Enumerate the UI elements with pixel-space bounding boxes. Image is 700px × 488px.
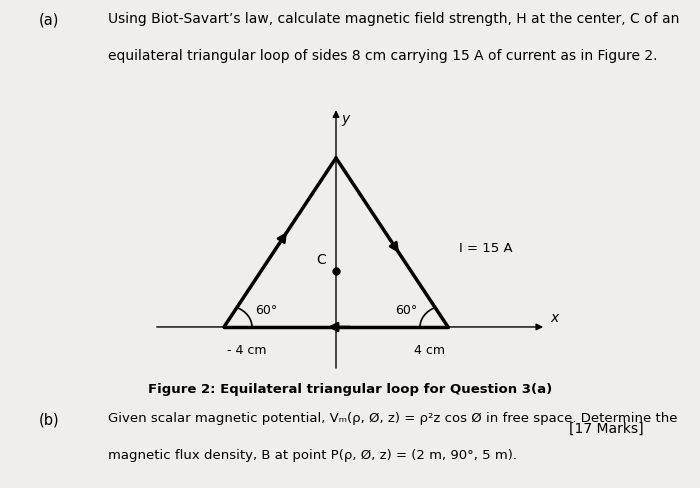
Text: Figure 2: Equilateral triangular loop for Question 3(a): Figure 2: Equilateral triangular loop fo…	[148, 383, 552, 396]
Text: y: y	[342, 112, 350, 126]
Text: x: x	[550, 310, 559, 325]
Text: - 4 cm: - 4 cm	[227, 344, 266, 357]
Text: (b): (b)	[38, 412, 59, 427]
Text: [17 Marks]: [17 Marks]	[569, 422, 644, 436]
Text: 60°: 60°	[255, 304, 277, 317]
Text: Given scalar magnetic potential, Vₘ(ρ, Ø, z) = ρ²z cos Ø in free space. Determin: Given scalar magnetic potential, Vₘ(ρ, Ø…	[108, 412, 678, 426]
Text: magnetic flux density, B at point P(ρ, Ø, z) = (2 m, 90°, 5 m).: magnetic flux density, B at point P(ρ, Ø…	[108, 449, 517, 462]
Text: 60°: 60°	[395, 304, 417, 317]
Text: C: C	[316, 253, 326, 267]
Text: (a): (a)	[38, 12, 59, 27]
Text: I = 15 A: I = 15 A	[459, 243, 513, 255]
Text: 4 cm: 4 cm	[414, 344, 445, 357]
Text: equilateral triangular loop of sides 8 cm carrying 15 A of current as in Figure : equilateral triangular loop of sides 8 c…	[108, 49, 658, 63]
Text: Using Biot-Savart’s law, calculate magnetic field strength, H at the center, C o: Using Biot-Savart’s law, calculate magne…	[108, 12, 680, 26]
